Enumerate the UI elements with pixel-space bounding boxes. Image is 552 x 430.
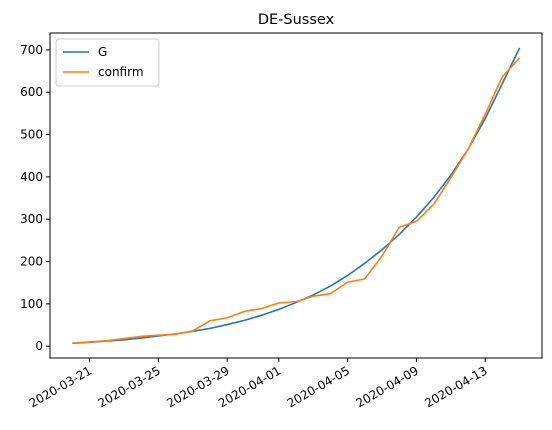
y-axis: 0 100 200 300 400 500 600 700 [20,43,50,353]
legend-label: confirm [98,65,144,79]
series-line-G [72,48,519,343]
y-tick-label: 500 [20,128,43,142]
x-tick-label: 2020-04-13 [422,363,489,410]
legend-label: G [98,45,107,59]
x-axis: 2020-03-21 2020-03-25 2020-03-292020-04-01… [27,358,490,410]
y-tick-label: 300 [20,212,43,226]
y-tick-label: 100 [20,297,43,311]
chart-title: DE-Sussex [258,12,335,28]
series-lines [72,48,519,343]
y-tick-label: 600 [20,85,43,99]
y-tick-label: 400 [20,170,43,184]
y-tick-label: 200 [20,255,43,269]
series-line-confirm [72,58,519,343]
x-tick-label: 2020-03-25 [95,363,162,410]
x-tick-label: 2020-04-05 [285,363,352,410]
y-tick-label: 0 [35,339,43,353]
x-tick-label: 2020-03-21 [27,363,94,410]
y-tick-label: 700 [20,43,43,57]
x-tick-label: 2020-04-09 [354,363,421,410]
